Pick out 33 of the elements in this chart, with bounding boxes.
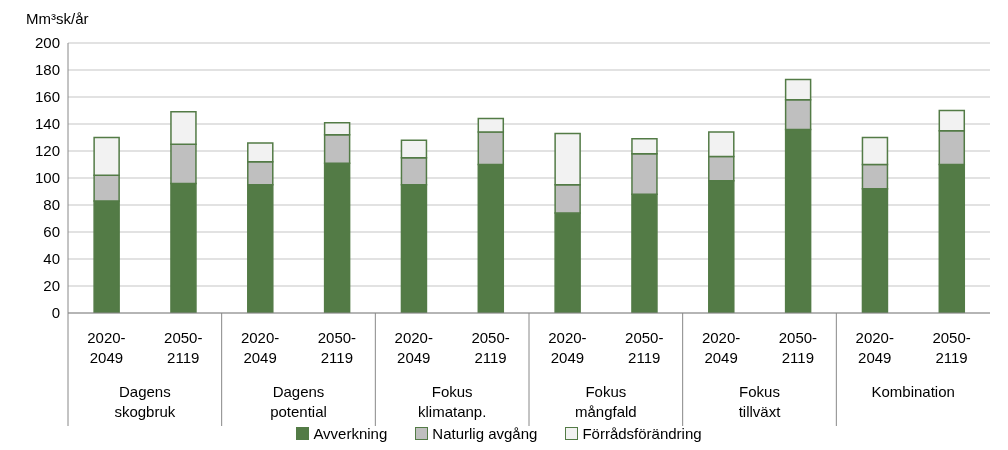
legend-label: Förrådsförändring (581, 425, 702, 442)
text: Dagens skogbruk (114, 383, 176, 420)
text: Fokus tillväxt (738, 383, 782, 420)
x-tick-label: 2020-2049 (240, 329, 280, 366)
x-tick-label: 2050-2119 (317, 329, 357, 366)
x-tick-label: 2020-2049 (701, 329, 741, 366)
y-tick-label: 0 (51, 304, 60, 322)
x-tick-label: 2050-2119 (932, 329, 971, 366)
y-axis-title: Mm³sk/år (26, 10, 89, 27)
text: Dagens potential (270, 383, 327, 420)
y-tick-label: 100 (34, 169, 60, 187)
y-tick-label: 60 (43, 223, 60, 241)
y-tick-label: 140 (34, 115, 60, 133)
y-tick-label: 200 (34, 34, 60, 52)
x-tick-label: 2050-2119 (471, 329, 510, 366)
legend-label: Naturlig avgång (431, 425, 538, 442)
x-tick-label: 2050-2119 (778, 329, 818, 366)
x-tick-label: 2020-2049 (87, 329, 126, 366)
y-tick-label: 40 (43, 250, 60, 268)
x-tick-label: 2050-2119 (625, 329, 664, 366)
text: Fokus mångfald (574, 383, 637, 420)
y-tick-label: 180 (34, 61, 60, 79)
text: Kombination (871, 383, 955, 400)
y-tick-label: 80 (43, 196, 60, 214)
text: Fokus klimatanp. (417, 383, 487, 420)
y-tick-label: 160 (34, 88, 60, 106)
x-tick-label: 2050-2119 (164, 329, 203, 366)
x-tick-label: 2020-2049 (394, 329, 433, 366)
x-tick-label: 2020-2049 (548, 329, 587, 366)
legend-label: Avverkning (312, 425, 388, 442)
x-tick-label: 2020-2049 (855, 329, 894, 366)
y-tick-label: 20 (43, 277, 60, 295)
y-tick-label: 120 (34, 142, 60, 160)
